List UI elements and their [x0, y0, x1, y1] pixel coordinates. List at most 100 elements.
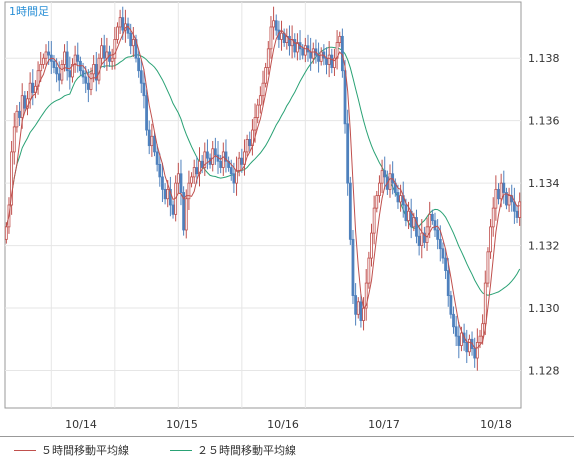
candle-body: [55, 67, 58, 75]
candle-body: [364, 282, 368, 309]
candle-body: [507, 195, 511, 206]
candle-body: [346, 123, 350, 184]
candle-body: [460, 332, 463, 346]
candle-body: [121, 17, 125, 31]
candle-body: [84, 76, 88, 84]
candle-body: [15, 110, 19, 128]
candle-body: [420, 232, 424, 247]
candle-body: [71, 64, 74, 78]
candle-body: [441, 248, 445, 259]
candle-layer: [4, 6, 522, 371]
candle-body: [86, 82, 90, 90]
candle-body: [319, 51, 323, 62]
candle-body: [12, 126, 16, 153]
candle-body: [192, 167, 196, 178]
candle-body: [147, 129, 151, 147]
candle-body: [20, 95, 24, 118]
legend-label-ma5: ５時間移動平均線: [41, 444, 129, 457]
candle-body: [269, 26, 273, 50]
candle-body: [415, 217, 418, 237]
ma25-layer: [5, 46, 521, 296]
candle-body: [245, 139, 249, 153]
candle-body: [235, 170, 238, 184]
candle-body: [10, 151, 14, 206]
candle-body: [18, 110, 21, 118]
candle-body: [301, 48, 305, 56]
candle-body: [309, 51, 313, 59]
ma5-line: [5, 25, 520, 349]
candle-body: [293, 39, 297, 53]
candle-body: [213, 148, 217, 156]
candle-body: [65, 51, 69, 72]
candle-body: [515, 210, 519, 218]
candle-body: [171, 204, 175, 215]
candle-body: [457, 335, 461, 346]
candle-body: [129, 32, 133, 47]
x-tick-label: 10/17: [368, 418, 400, 431]
candle-body: [473, 348, 477, 359]
candle-body: [330, 54, 334, 68]
candle-body: [359, 301, 363, 321]
candle-body: [190, 176, 193, 184]
candle-body: [264, 67, 268, 84]
x-tick-label: 10/15: [166, 418, 198, 431]
candle-body: [166, 188, 170, 200]
candle-body: [224, 151, 228, 162]
chart-legend: ５時間移動平均線 ２５時間移動平均線: [0, 436, 574, 463]
y-tick-label: 1.138: [528, 52, 560, 65]
candle-body: [253, 117, 257, 131]
candle-body: [502, 182, 506, 193]
candle-body: [39, 64, 43, 72]
candle-body: [92, 64, 96, 75]
candle-body: [354, 295, 358, 315]
candle-body: [168, 188, 172, 206]
candle-body: [237, 157, 241, 172]
candle-body: [94, 64, 98, 81]
candle-body: [163, 188, 167, 200]
ma25-line: [5, 46, 521, 296]
candle-body: [139, 70, 143, 84]
candle-body: [396, 192, 400, 203]
candle-body: [137, 57, 141, 72]
x-axis: 10/14 10/15 10/16 10/17 10/18: [65, 418, 512, 431]
candle-body: [481, 323, 485, 337]
candle-body: [288, 35, 291, 47]
candle-body: [444, 257, 447, 271]
candle-body: [428, 213, 432, 228]
candle-body: [380, 170, 384, 184]
candle-body: [256, 104, 260, 118]
chart-svg: 1時間足 1.128 1.130 1.132 1.134 1.136 1.138 10/1…: [4, 1, 560, 431]
candle-body: [200, 160, 204, 168]
candle-body: [433, 220, 437, 231]
candle-body: [145, 95, 148, 131]
candle-body: [280, 32, 283, 40]
candle-body: [102, 45, 106, 59]
candle-body: [497, 188, 500, 200]
candle-body: [505, 192, 508, 206]
y-tick-label: 1.128: [528, 365, 560, 378]
candle-body: [438, 238, 442, 250]
candle-body: [232, 173, 236, 184]
candle-body: [31, 82, 35, 93]
candle-body: [47, 51, 51, 56]
candle-body: [454, 326, 458, 337]
candle-body: [327, 54, 331, 65]
y-tick-label: 1.130: [528, 302, 560, 315]
candle-body: [475, 342, 479, 359]
candle-body: [203, 151, 207, 168]
candle-body: [113, 39, 117, 59]
candle-body: [4, 226, 8, 240]
candle-body: [100, 45, 103, 59]
candle-body: [274, 20, 278, 31]
candle-body: [23, 95, 27, 109]
candle-body: [483, 282, 487, 325]
candle-body: [261, 82, 265, 97]
candle-body: [272, 20, 275, 28]
x-tick-label: 10/14: [65, 418, 97, 431]
y-tick-label: 1.132: [528, 240, 560, 253]
y-tick-label: 1.136: [528, 115, 560, 128]
candle-body: [184, 198, 188, 231]
candle-body: [57, 73, 61, 81]
candle-body: [52, 60, 56, 68]
